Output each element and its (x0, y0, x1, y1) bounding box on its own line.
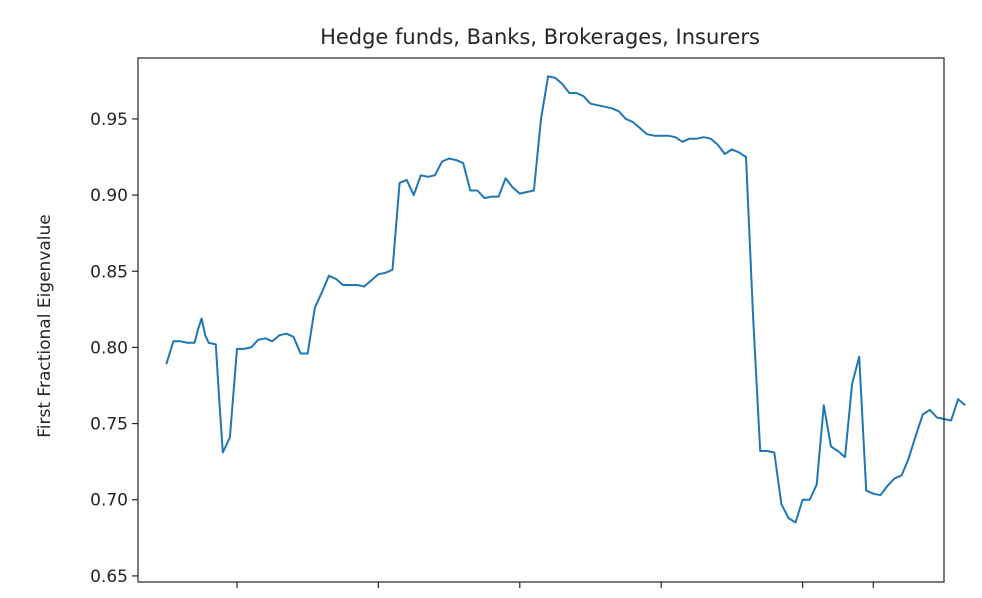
y-tick-label: 0.95 (90, 110, 128, 130)
y-tick-label: 0.90 (90, 186, 128, 206)
y-tick-label: 0.80 (90, 338, 128, 358)
y-tick-label: 0.70 (90, 491, 128, 511)
y-axis-ticks: 0.65 0.70 0.75 0.80 0.85 0.90 0.95 (90, 110, 138, 587)
plot-frame (137, 57, 945, 583)
y-tick-label: 0.75 (90, 415, 128, 435)
chart-title: Hedge funds, Banks, Brokerages, Insurers (320, 25, 760, 49)
y-axis-label: First Fractional Eigenvalue (35, 214, 55, 438)
series-line (165, 75, 966, 524)
x-axis-ticks (236, 582, 874, 588)
y-tick-label: 0.65 (90, 567, 128, 587)
y-tick-label: 0.85 (90, 262, 128, 282)
